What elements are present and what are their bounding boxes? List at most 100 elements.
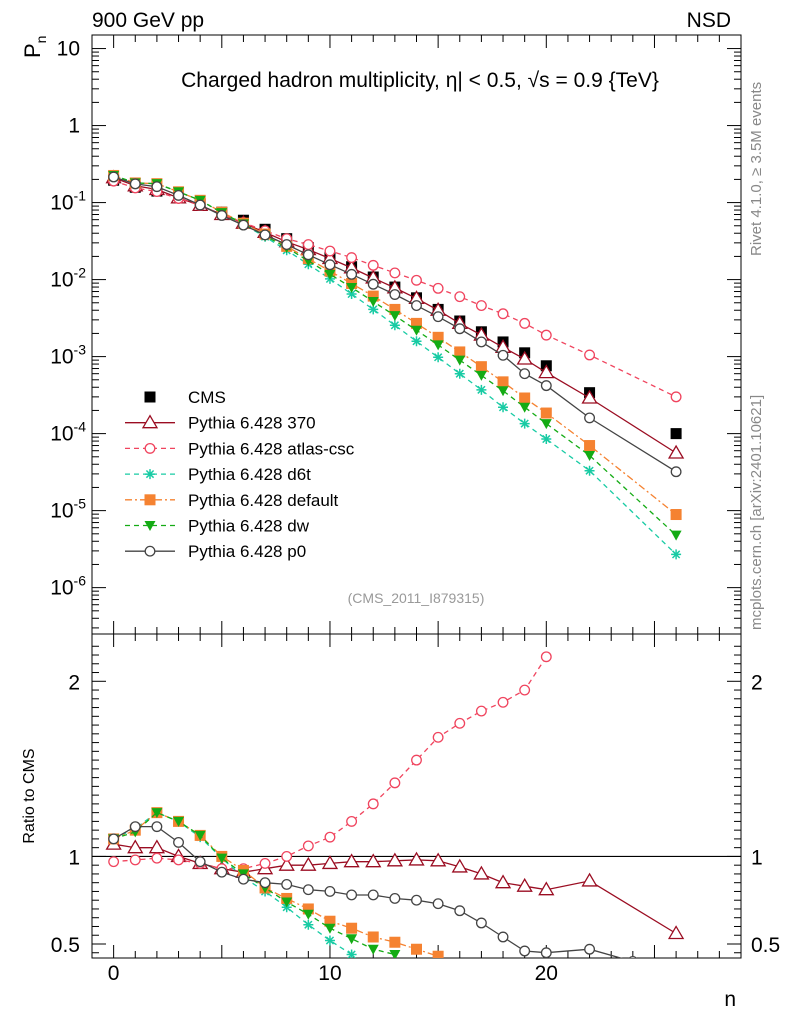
mcplots-reference-label: mcplots.cern.ch [arXiv:2401.10621] <box>748 394 765 630</box>
data-point-default <box>540 407 552 419</box>
ratio-line-atlas_csc <box>113 656 547 870</box>
data-point-atlas_csc <box>302 239 314 251</box>
data-point-atlas_csc <box>454 291 466 303</box>
ratio-point-atlas_csc <box>497 696 509 708</box>
data-point-p0 <box>411 300 422 312</box>
data-point-dw <box>475 370 487 381</box>
main-y-axis-label: Pn <box>20 36 49 58</box>
ratio-point-p0 <box>216 866 228 878</box>
ratio-point-p0 <box>194 856 206 868</box>
ratio-point-dw <box>346 934 358 945</box>
data-point-d6t <box>519 418 530 429</box>
y-tick-label: 10-5 <box>50 496 86 523</box>
data-point-p0 <box>173 189 184 201</box>
legend-label-dw: Pythia 6.428 dw <box>188 517 310 536</box>
ratio-point-dw <box>324 923 336 934</box>
data-point-p0 <box>194 199 206 211</box>
data-point-p0 <box>519 368 531 380</box>
ratio-point-atlas_csc <box>475 705 487 717</box>
data-point-atlas_csc <box>432 282 444 294</box>
data-point-d6t <box>671 549 682 560</box>
ratio-line-default <box>113 811 439 957</box>
ratio-point-atlas_csc <box>540 651 552 663</box>
data-point-dw <box>411 325 422 336</box>
ratio-point-p370 <box>386 852 403 867</box>
ratio-point-atlas_csc <box>281 850 293 862</box>
ratio-point-p370 <box>343 853 360 868</box>
series-line-default <box>113 174 677 516</box>
ratio-y-tick-label-right: 1 <box>751 846 763 869</box>
legend-label-p370: Pythia 6.428 370 <box>188 414 316 433</box>
data-point-p0 <box>129 178 141 190</box>
ratio-point-p0 <box>519 945 531 957</box>
data-point-p0 <box>540 380 552 392</box>
y-label-main-text: Pn <box>20 36 49 58</box>
ratio-point-default <box>302 903 314 915</box>
ratio-point-p0 <box>389 893 401 904</box>
data-point-atlas_csc <box>497 308 509 320</box>
ratio-point-default <box>389 936 401 948</box>
ratio-point-p370 <box>127 839 144 854</box>
y-tick-label: 10-6 <box>50 573 86 600</box>
ratio-point-atlas_csc <box>367 798 379 810</box>
data-point-p370 <box>581 389 598 404</box>
ratio-point-atlas_csc <box>324 831 336 843</box>
x-tick-label: 0 <box>108 962 120 985</box>
data-point-p0 <box>389 289 401 300</box>
ratio-point-dw <box>389 949 401 958</box>
ratio-y-tick-label-right: 2 <box>751 671 763 694</box>
x-tick-label: 10 <box>318 962 341 985</box>
ratio-point-p370 <box>408 851 425 866</box>
data-point-d6t <box>433 352 444 363</box>
ratio-point-p0 <box>237 873 249 885</box>
ratio-point-dw <box>216 853 228 864</box>
ratio-series-d6t <box>108 807 357 958</box>
data-point-p0 <box>108 171 120 183</box>
ratio-series-p370 <box>105 835 685 940</box>
data-point-d6t <box>476 384 487 395</box>
data-point-default <box>411 317 422 329</box>
data-point-dw <box>540 419 552 430</box>
data-point-p0 <box>454 323 466 335</box>
ratio-point-dw <box>281 897 293 908</box>
data-point-d6t <box>498 402 509 413</box>
ratio-series-p0 <box>108 821 638 958</box>
data-point-d6t <box>346 289 357 299</box>
ratio-point-atlas_csc <box>432 731 444 743</box>
y-tick-label: 10-1 <box>50 188 86 215</box>
ratio-y-tick-label: 2 <box>68 671 80 694</box>
ratio-point-atlas_csc <box>519 684 531 696</box>
data-point-atlas_csc <box>346 252 358 264</box>
data-point-atlas_csc <box>670 391 682 403</box>
data-point-d6t <box>541 434 552 445</box>
ratio-point-p0 <box>475 917 487 929</box>
ratio-y-tick-label: 0.5 <box>51 934 80 957</box>
ratio-point-p0 <box>129 821 141 833</box>
ratio-point-p370 <box>451 858 468 873</box>
data-point-cms <box>670 428 682 440</box>
data-point-p0 <box>216 210 228 221</box>
legend: CMS Pythia 6.428 370 Pythia 6.428 atlas-cs… <box>125 388 355 561</box>
data-point-atlas_csc <box>584 349 596 361</box>
ratio-y-tick-label: 1 <box>68 846 80 869</box>
data-point-p0 <box>497 349 509 361</box>
data-point-dw <box>519 402 531 413</box>
legend-label-cms: CMS <box>188 388 226 407</box>
ratio-point-d6t <box>303 919 314 930</box>
ratio-point-d6t <box>324 935 335 946</box>
ratio-point-p370 <box>365 853 382 868</box>
ratio-point-p0 <box>259 877 271 889</box>
data-point-atlas_csc <box>389 267 401 279</box>
ratio-point-p0 <box>584 943 596 955</box>
ratio-point-default <box>346 922 358 934</box>
ratio-point-atlas_csc <box>411 754 422 766</box>
data-point-p0 <box>475 336 487 348</box>
data-point-atlas_csc <box>475 300 487 312</box>
ratio-panel: 0 10 20 0.5 0.5 1 1 2 2 <box>51 633 780 985</box>
ratio-point-default <box>411 943 422 955</box>
data-point-p370 <box>538 364 555 379</box>
ratio-point-p0 <box>432 898 444 910</box>
legend-label-p0: Pythia 6.428 p0 <box>188 542 306 561</box>
ratio-line-d6t <box>113 811 352 956</box>
data-point-p0 <box>584 412 596 424</box>
